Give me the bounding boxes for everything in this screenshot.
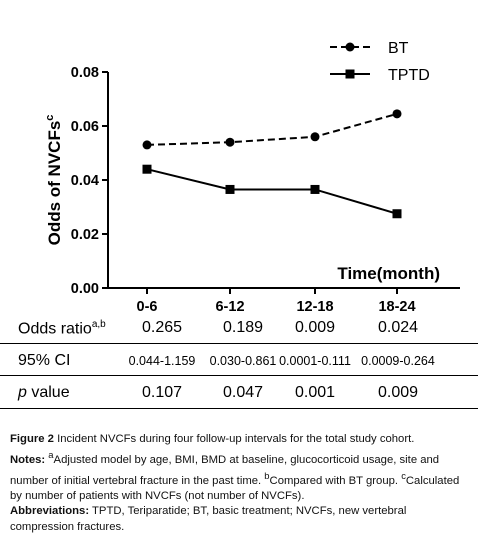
note-c-sup: c	[401, 470, 406, 482]
note-c-text: Calculated by number of patients with NV…	[10, 474, 460, 503]
table-cell: 0.0001-0.111	[279, 354, 351, 368]
table-cell: 0.189	[222, 319, 264, 336]
series-line-tptd	[146, 168, 398, 215]
row-label-sup: a,b	[91, 319, 106, 330]
legend-marker-tptd	[345, 69, 355, 79]
table-rule	[0, 343, 478, 344]
row-label: 95% CI	[18, 352, 70, 370]
note-b-sup: b	[264, 470, 270, 482]
caption-notes: Notes: aAdjusted model by age, BMI, BMD …	[10, 447, 470, 504]
data-point-bt	[225, 137, 235, 147]
data-point-bt	[392, 109, 402, 119]
data-point-bt	[310, 132, 320, 142]
table-cell: 0.030-0.861	[209, 354, 277, 368]
note-a-text: Adjusted model by age, BMI, BMD at basel…	[10, 453, 440, 487]
table-cell: 0.047	[222, 384, 264, 401]
chart-axes: 0.00 0.02 0.04 0.06 0.08 0-6 6-12 12-18 18-24 Odd…	[44, 65, 460, 315]
note-a-sup: a	[48, 449, 54, 461]
figure-caption: Figure 2 Incident NVCFs during four foll…	[10, 432, 470, 535]
table-cell: 0.009	[377, 384, 419, 401]
data-point-bt	[142, 140, 152, 150]
y-tick-label: 0.02	[71, 227, 99, 243]
table-cell: 0.001	[294, 384, 336, 401]
table-cell: 0.024	[377, 319, 419, 336]
x-tick-label: 12-18	[296, 299, 333, 315]
y-tick-label: 0.06	[71, 119, 99, 135]
chart-legend: BT TPTD	[330, 40, 430, 84]
chart-series-layer	[142, 109, 402, 219]
x-tick-label: 0-6	[137, 299, 158, 315]
legend-marker-bt	[345, 42, 355, 52]
line-chart: 0.00 0.02 0.04 0.06 0.08 0-6 6-12 12-18 18-24 Odd…	[44, 40, 460, 315]
table-cell: 0.265	[141, 319, 183, 336]
legend-label-bt: BT	[388, 40, 409, 57]
abbrev-text: TPTD, Teriparatide; BT, basic treatment;…	[10, 505, 407, 533]
row-label-prefix: p	[18, 384, 32, 401]
caption-abbreviations: Abbreviations: TPTD, Teriparatide; BT, b…	[10, 504, 470, 534]
data-point-tptd	[225, 184, 235, 194]
figure-label: Figure 2	[10, 433, 54, 445]
abbrev-label: Abbreviations:	[10, 505, 90, 518]
figure-text: Incident NVCFs during four follow-up int…	[53, 433, 415, 445]
table-rule	[0, 375, 478, 376]
y-axis-label-sup: c	[44, 115, 56, 121]
series-line-bt	[146, 112, 398, 146]
caption-title-line: Figure 2 Incident NVCFs during four foll…	[10, 432, 470, 447]
row-label-text: 95% CI	[18, 352, 71, 369]
table-cell: 0.044-1.159	[128, 354, 196, 368]
y-axis-label: Odds of NVCFsc	[44, 115, 64, 246]
y-tick-label: 0.08	[71, 65, 99, 81]
legend-label-tptd: TPTD	[388, 67, 430, 84]
y-tick-label: 0.00	[71, 281, 99, 297]
x-axis-label: Time(month)	[337, 264, 440, 283]
data-point-tptd	[310, 184, 320, 194]
row-label: Odds ratioa,b	[18, 319, 106, 338]
note-b-text: Compared with BT group.	[269, 474, 402, 487]
data-point-tptd	[392, 209, 402, 219]
x-tick-label: 18-24	[378, 299, 415, 315]
table-rule	[0, 408, 478, 409]
data-point-tptd	[142, 164, 152, 174]
row-label-text: value	[31, 384, 70, 401]
table-cell: 0.009	[294, 319, 336, 336]
x-tick-label: 6-12	[215, 299, 244, 315]
row-label: p value	[18, 384, 70, 402]
table-cell: 0.107	[141, 384, 183, 401]
y-tick-label: 0.04	[71, 173, 99, 189]
row-label-text: Odds ratio	[18, 320, 92, 338]
table-cell: 0.0009-0.264	[361, 354, 435, 368]
y-axis-label-main: Odds of NVCFs	[45, 121, 64, 246]
notes-label: Notes:	[10, 453, 46, 466]
